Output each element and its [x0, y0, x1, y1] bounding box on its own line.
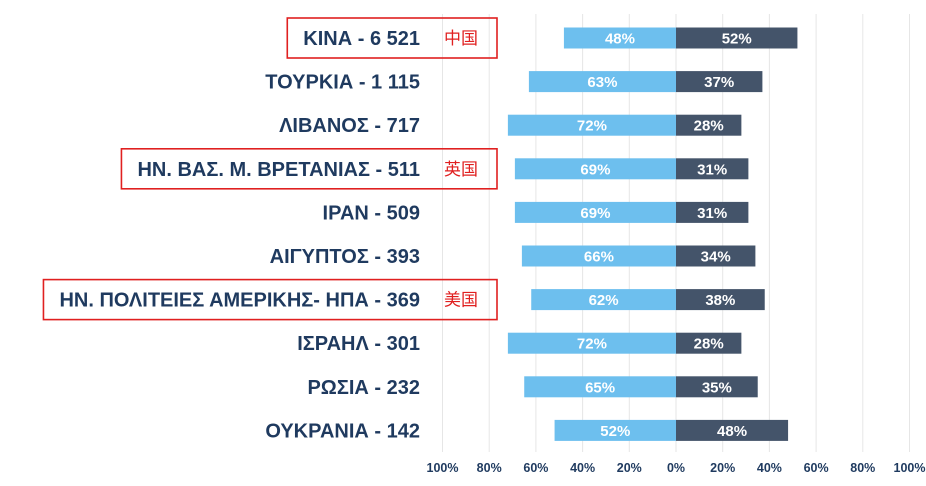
- bar-right: [676, 71, 763, 93]
- bar-left-label: 65%: [585, 379, 615, 396]
- annotation-label: 英国: [444, 160, 478, 180]
- bar-right-label: 31%: [697, 161, 727, 178]
- bar-left-label: 72%: [577, 336, 607, 353]
- category-label: ΙΣΡΑΗΛ - 301: [297, 333, 420, 355]
- bar-left-label: 66%: [584, 249, 614, 266]
- x-tick-label: 20%: [710, 461, 735, 475]
- bar-left: [514, 201, 676, 223]
- x-tick-label: 40%: [570, 461, 595, 475]
- bar-right: [676, 27, 798, 49]
- x-tick-label: 80%: [477, 461, 502, 475]
- bar-left: [507, 332, 676, 354]
- x-tick-label: 80%: [850, 461, 875, 475]
- highlight-box: [120, 148, 498, 190]
- x-tick-label: 60%: [804, 461, 829, 475]
- category-label: ΛΙΒΑΝΟΣ - 717: [279, 115, 420, 137]
- bar-right-label: 48%: [717, 423, 747, 440]
- bar-left: [528, 71, 676, 93]
- category-label: ΗΝ. ΒΑΣ. Μ. ΒΡΕΤΑΝΙΑΣ - 511: [137, 159, 420, 181]
- bars: 48% 52% 63% 37% 72% 28% 69% 31% 69% 31% 66% 34% 62% 3…: [507, 27, 798, 441]
- category-label: ΙΡΑΝ - 509: [323, 202, 420, 224]
- bar-right-label: 37%: [704, 74, 734, 91]
- bar-left-label: 63%: [587, 74, 617, 91]
- bar-right-label: 34%: [701, 249, 731, 266]
- x-tick-label: 60%: [523, 461, 548, 475]
- bar-left: [507, 114, 676, 136]
- bar-right-label: 28%: [694, 118, 724, 135]
- bar-right-label: 31%: [697, 205, 727, 222]
- bar-right-label: 28%: [694, 336, 724, 353]
- bar-left: [514, 158, 676, 180]
- bar-right-label: 38%: [705, 292, 735, 309]
- bar-left-label: 52%: [600, 423, 630, 440]
- annotation-label: 美国: [444, 291, 478, 311]
- bar-left: [554, 419, 676, 441]
- category-labels: ΚΙΝΑ - 6 521 ΤΟΥΡΚΙΑ - 1 115 ΛΙΒΑΝΟΣ - 717…: [59, 28, 420, 442]
- category-label: ΟΥΚΡΑΝΙΑ - 142: [265, 420, 420, 442]
- highlight-box: [286, 17, 498, 59]
- bar-left-label: 69%: [580, 205, 610, 222]
- bar-right-label: 35%: [702, 379, 732, 396]
- category-label: ΗΝ. ΠΟΛΙΤΕΙΕΣ ΑΜΕΡΙΚΗΣ- ΗΠΑ - 369: [59, 290, 420, 312]
- bar-left: [531, 289, 676, 311]
- bar-left-label: 62%: [589, 292, 619, 309]
- x-axis-tick-labels: 100% 80% 60% 40% 20% 0% 20% 40% 60% 80% 100%: [427, 461, 926, 475]
- bar-right: [676, 158, 749, 180]
- x-tick-label: 100%: [894, 461, 926, 475]
- bar-right: [676, 245, 756, 267]
- category-label: ΡΩΣΙΑ - 232: [307, 377, 420, 399]
- bar-right: [676, 332, 742, 354]
- annotation-label: 中国: [444, 29, 478, 49]
- bar-left-label: 72%: [577, 118, 607, 135]
- bar-left-label: 48%: [605, 31, 635, 48]
- x-tick-label: 100%: [427, 461, 459, 475]
- bar-right: [676, 419, 789, 441]
- highlight-boxes: [42, 17, 498, 321]
- category-label: ΤΟΥΡΚΙΑ - 1 115: [265, 72, 420, 94]
- bar-left-label: 69%: [580, 161, 610, 178]
- bar-right: [676, 289, 765, 311]
- bar-left: [524, 376, 676, 398]
- category-label: ΚΙΝΑ - 6 521: [303, 28, 420, 50]
- bar-right: [676, 114, 742, 136]
- x-tick-label: 20%: [617, 461, 642, 475]
- bar-right: [676, 376, 758, 398]
- bar-right-label: 52%: [722, 31, 752, 48]
- x-tick-label: 0%: [667, 461, 685, 475]
- category-label: ΑΙΓΥΠΤΟΣ - 393: [270, 246, 420, 268]
- highlight-box: [42, 278, 498, 321]
- bar-right: [676, 201, 749, 223]
- bar-left: [521, 245, 676, 267]
- x-tick-label: 40%: [757, 461, 782, 475]
- bar-left: [563, 27, 676, 49]
